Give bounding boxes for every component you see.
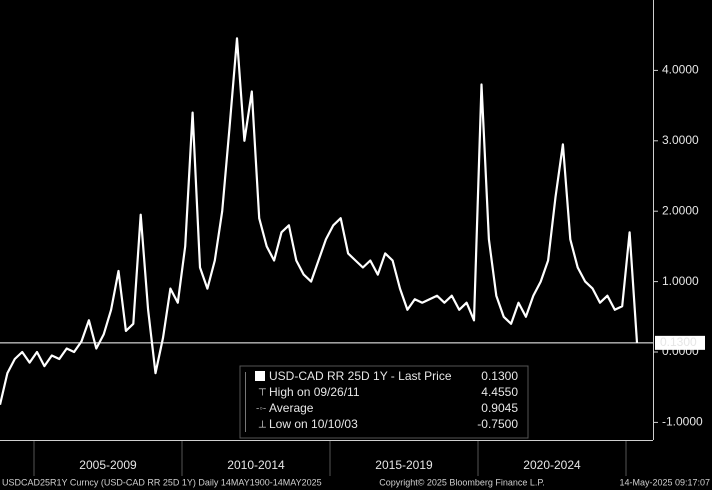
y-tick-label: 1.0000 <box>662 274 699 288</box>
legend-icon: ⊥ <box>258 420 267 431</box>
legend-box <box>239 365 529 439</box>
legend-stat-label: High on 09/26/11 <box>269 385 360 399</box>
legend: USD-CAD RR 25D 1Y - Last Price 0.1300 ⊤ … <box>239 365 529 439</box>
x-period-label: 2005-2009 <box>79 458 137 472</box>
legend-stat-label: Average <box>269 401 314 415</box>
x-period-label: 2020-2024 <box>523 458 581 472</box>
footer-left: USDCAD25R1Y Curncy (USD-CAD RR 25D 1Y) D… <box>2 477 322 487</box>
legend-stat-value: 0.9045 <box>481 401 518 415</box>
last-price-label: 0.1300 <box>660 335 697 349</box>
y-tick-label: 2.0000 <box>662 203 699 217</box>
legend-stat-value: -0.7500 <box>477 417 518 431</box>
legend-stat-value: 4.4550 <box>481 385 518 399</box>
plot <box>0 37 653 406</box>
y-tick-label: 4.0000 <box>662 63 699 77</box>
legend-icon: -◦- <box>256 404 266 415</box>
y-tick-label: 3.0000 <box>662 133 699 147</box>
legend-title: USD-CAD RR 25D 1Y - Last Price <box>269 369 452 383</box>
y-tick-label: -1.0000 <box>662 415 703 429</box>
last-price-box <box>655 335 705 350</box>
footer-right: 14-May-2025 09:17:07 <box>619 477 710 487</box>
legend-icon: ⊤ <box>258 388 267 399</box>
x-period-label: 2015-2019 <box>375 458 433 472</box>
footer: USDCAD25R1Y Curncy (USD-CAD RR 25D 1Y) D… <box>2 477 710 487</box>
legend-stat-label: Low on 10/10/03 <box>269 417 358 431</box>
series-line <box>0 37 639 406</box>
legend-last-value: 0.1300 <box>481 369 518 383</box>
legend-swatch <box>255 371 265 381</box>
x-period-label: 2010-2014 <box>227 458 285 472</box>
footer-center: Copyright© 2025 Bloomberg Finance L.P. <box>379 477 545 487</box>
